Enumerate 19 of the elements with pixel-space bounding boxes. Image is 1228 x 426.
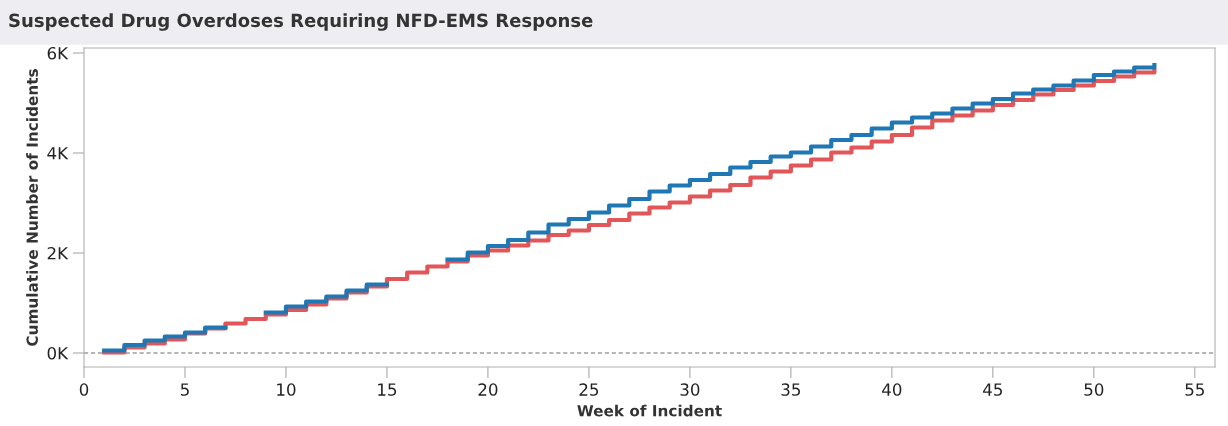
x-tick-label: 45	[983, 383, 1002, 396]
x-tick-label: 55	[1185, 383, 1204, 396]
y-tick-label: 4K	[47, 147, 69, 160]
x-axis-title: Week of Incident	[577, 404, 722, 417]
x-tick-label: 30	[680, 383, 700, 396]
x-tick-label: 40	[882, 383, 902, 396]
x-tick-label: 50	[1084, 383, 1104, 396]
x-tick-label: 10	[277, 383, 296, 396]
x-tick-label: 0	[79, 383, 89, 396]
x-tick-label: 20	[478, 383, 498, 396]
chart-title: Suspected Drug Overdoses Requiring NFD-EMS Response	[9, 13, 593, 31]
y-tick-label: 6K	[47, 46, 69, 60]
y-tick-label: 2K	[47, 246, 69, 260]
x-tick-label: 5	[180, 383, 189, 396]
x-tick-label: 25	[579, 383, 599, 396]
y-tick-label: 0K	[47, 346, 69, 360]
x-tick-label: 15	[378, 383, 397, 396]
x-tick-label: 35	[781, 383, 801, 396]
y-axis-title: Cumulative Number of Incidents	[26, 69, 38, 346]
